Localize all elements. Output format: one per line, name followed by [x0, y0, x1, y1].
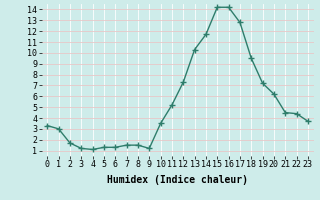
X-axis label: Humidex (Indice chaleur): Humidex (Indice chaleur)	[107, 175, 248, 185]
